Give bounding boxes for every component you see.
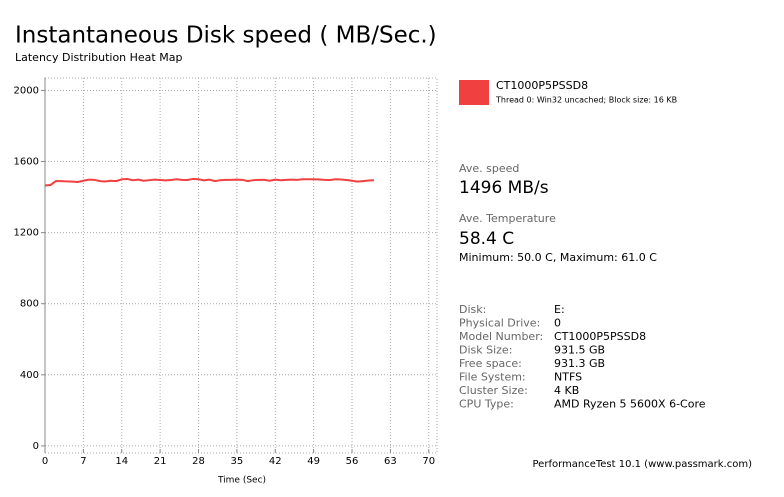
info-value: 931.3 GB <box>554 357 605 370</box>
info-label: Model Number: <box>459 330 543 343</box>
footer: PerformanceTest 10.1 (www.passmark.com) <box>533 459 753 470</box>
legend-label: CT1000P5PSSD8 <box>496 79 588 92</box>
info-label: File System: <box>459 371 526 384</box>
x-tick-label: 63 <box>384 456 397 467</box>
y-tick-label: 1200 <box>14 228 39 239</box>
info-value: 4 KB <box>554 384 579 397</box>
y-tick-label: 2000 <box>14 85 39 96</box>
data-line <box>44 177 375 187</box>
stat-value: 58.4 C <box>459 229 514 249</box>
info-value: CT1000P5PSSD8 <box>554 330 646 343</box>
chart-title: Instantaneous Disk speed ( MB/Sec.) <box>15 23 437 49</box>
x-tick-label: 21 <box>154 456 167 467</box>
info-label: Physical Drive: <box>459 317 540 330</box>
info-label: Disk: <box>459 303 486 316</box>
y-tick-label: 0 <box>33 441 39 452</box>
info-value: 931.5 GB <box>554 344 605 357</box>
info-label: Free space: <box>459 357 522 370</box>
chart-subtitle: Latency Distribution Heat Map <box>15 51 182 64</box>
stat-detail: Minimum: 50.0 C, Maximum: 61.0 C <box>459 251 657 264</box>
x-tick-label: 42 <box>269 456 282 467</box>
x-tick-label: 28 <box>192 456 205 467</box>
stat-value: 1496 MB/s <box>459 178 549 198</box>
plot-frame <box>44 77 438 454</box>
info-value: AMD Ryzen 5 5600X 6-Core <box>554 398 706 411</box>
x-tick-label: 0 <box>42 456 48 467</box>
x-tick-label: 35 <box>231 456 244 467</box>
x-tick-label: 7 <box>80 456 86 467</box>
stat-label: Ave. speed <box>459 162 519 175</box>
x-tick-label: 56 <box>346 456 359 467</box>
y-tick-label: 800 <box>20 299 39 310</box>
info-label: Disk Size: <box>459 344 512 357</box>
y-tick-label: 400 <box>20 370 39 381</box>
x-tick-label: 70 <box>422 456 435 467</box>
x-tick-label: 14 <box>115 456 128 467</box>
legend-detail: Thread 0: Win32 uncached; Block size: 16… <box>495 96 677 105</box>
legend-swatch <box>459 80 489 105</box>
info-value: NTFS <box>554 371 582 384</box>
info-label: Cluster Size: <box>459 384 528 397</box>
stat-label: Ave. Temperature <box>459 212 556 225</box>
y-tick-label: 1600 <box>14 157 39 168</box>
x-axis-label: Time (Sec) <box>217 476 266 486</box>
info-value: 0 <box>554 317 561 330</box>
info-value: E: <box>554 303 565 316</box>
x-tick-label: 49 <box>307 456 320 467</box>
info-label: CPU Type: <box>459 398 514 411</box>
